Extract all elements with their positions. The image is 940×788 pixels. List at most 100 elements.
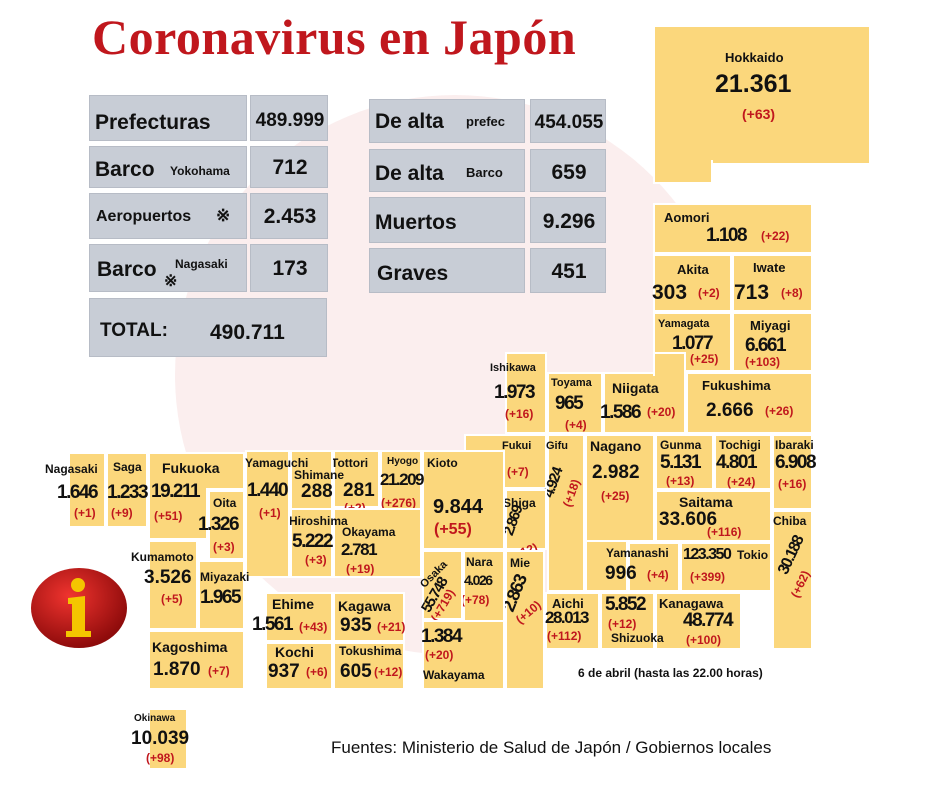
pref-tokushima xyxy=(333,642,405,690)
pref-fukui-name: Fukui xyxy=(502,440,532,452)
pref-nagasaki-value: 1.646 xyxy=(57,482,99,503)
summary-aeropuertos-label: Aeropuertos xyxy=(96,208,192,225)
pref-miyazaki-name: Miyazaki xyxy=(200,570,250,584)
summary-prefecturas-value-box: 489.999 xyxy=(250,95,328,141)
pref-kanagawa-name: Kanagawa xyxy=(659,596,724,611)
pref-iwate-value: 713 xyxy=(734,281,770,304)
pref-kagawa-delta: (+21) xyxy=(377,620,406,634)
summary-alta-barco-label-box: De alta Barco xyxy=(369,149,525,192)
pref-okinawa xyxy=(148,708,188,770)
pref-fukuoka-name: Fukuoka xyxy=(162,460,220,476)
summary-total-label: TOTAL: xyxy=(100,320,168,341)
pref-chiba-name: Chiba xyxy=(773,514,807,528)
summary-muertos-value: 9.296 xyxy=(542,210,596,233)
pref-yamanashi xyxy=(628,542,680,592)
pref-yamaguchi-name: Yamaguchi xyxy=(245,456,309,470)
pref-niigata-north xyxy=(653,352,686,376)
pref-okayama-name: Okayama xyxy=(342,525,396,539)
pref-toyama-name: Toyama xyxy=(551,377,592,389)
pref-kioto-value: 9.844 xyxy=(433,496,484,518)
pref-tokio-name: Tokio xyxy=(737,548,769,562)
info-icon[interactable] xyxy=(30,567,128,649)
pref-fukushima xyxy=(686,372,813,434)
pref-aomori-value: 1.108 xyxy=(706,225,748,246)
pref-fukuoka-delta: (+51) xyxy=(154,509,183,523)
summary-aeropuertos-value: 2.453 xyxy=(263,205,317,228)
pref-tottori xyxy=(333,450,380,508)
pref-mie-name: Mie xyxy=(510,556,531,570)
pref-tochigi-name: Tochigi xyxy=(719,438,761,452)
pref-ibaraki xyxy=(772,434,813,510)
pref-ehime-delta: (+43) xyxy=(299,620,328,634)
pref-miyagi-value: 6.661 xyxy=(745,335,787,356)
pref-gunma-delta: (+13) xyxy=(666,474,695,488)
pref-oita-name: Oita xyxy=(213,496,237,510)
pref-ishikawa-value: 1.973 xyxy=(494,382,536,403)
pref-kanagawa-delta: (+100) xyxy=(686,633,722,647)
pref-kagoshima-value: 1.870 xyxy=(153,659,201,680)
pref-kanagawa-value: 48.774 xyxy=(683,610,734,631)
summary-alta-prefec-value: 454.055 xyxy=(534,112,604,133)
pref-aichi-name: Aichi xyxy=(552,596,584,611)
summary-graves-label-box: Graves xyxy=(369,248,525,293)
pref-chiba xyxy=(772,510,813,650)
date-note: 6 de abril (hasta las 22.00 horas) xyxy=(578,666,763,680)
pref-fukushima-name: Fukushima xyxy=(702,378,771,393)
pref-hiroshima-delta: (+3) xyxy=(305,553,327,567)
pref-oita xyxy=(208,490,245,560)
pref-akita-name: Akita xyxy=(677,262,709,277)
pref-gunma-name: Gunma xyxy=(660,438,702,452)
pref-hiroshima xyxy=(290,508,333,578)
pref-hokkaido-tail xyxy=(653,160,713,184)
pref-tokio-value: 123.350 xyxy=(683,546,732,563)
pref-kochi xyxy=(265,642,333,690)
pref-yamanashi-value: 996 xyxy=(605,563,637,584)
pref-kagoshima-name: Kagoshima xyxy=(152,639,228,655)
source-text: Fuentes: Ministerio de Salud de Japón / … xyxy=(331,738,772,757)
pref-hyogo-delta: (+276) xyxy=(381,496,417,510)
summary-aeropuertos-label-box: Aeropuertos ※ xyxy=(89,193,247,239)
pref-ibaraki-name: Ibaraki xyxy=(775,438,814,452)
pref-miyagi xyxy=(732,312,813,372)
pref-ehime-name: Ehime xyxy=(272,596,315,612)
pref-nagano-value: 2.982 xyxy=(592,462,640,483)
pref-hyogo-name: Hyogo xyxy=(387,456,419,467)
summary-prefecturas-value: 489.999 xyxy=(255,110,325,131)
pref-nagano xyxy=(585,434,655,542)
pref-tokushima-delta: (+12) xyxy=(374,665,403,679)
pref-okinawa-value: 10.039 xyxy=(131,728,190,749)
pref-ibaraki-delta: (+16) xyxy=(778,477,807,491)
pref-toyama-delta: (+4) xyxy=(565,418,587,432)
summary-barco-nagasaki-mark: ※ xyxy=(164,273,178,290)
pref-kioto-delta: (+55) xyxy=(434,521,472,538)
pref-saga-value: 1.233 xyxy=(107,482,149,503)
pref-saitama-name: Saitama xyxy=(679,494,733,510)
pref-okayama xyxy=(333,508,422,578)
summary-prefecturas-label-box: Prefecturas xyxy=(89,95,247,141)
pref-nara-name: Nara xyxy=(466,555,493,569)
pref-tokushima-value: 605 xyxy=(340,661,372,682)
pref-yamaguchi-value: 1.440 xyxy=(247,480,289,501)
pref-toyama-value: 965 xyxy=(555,393,584,414)
pref-iwate-delta: (+8) xyxy=(781,286,803,300)
pref-oita-delta: (+3) xyxy=(213,540,235,554)
pref-saitama-value: 33.606 xyxy=(659,509,718,530)
pref-nagasaki xyxy=(68,452,106,528)
pref-aichi-value: 28.013 xyxy=(545,608,590,627)
pref-shizuoka-name: Shizuoka xyxy=(611,631,664,645)
summary-aeropuertos-value-box: 2.453 xyxy=(250,193,328,239)
pref-ibaraki-value: 6.908 xyxy=(775,452,817,473)
pref-akita-value: 303 xyxy=(652,281,688,304)
pref-hokkaido-name: Hokkaido xyxy=(725,50,784,65)
summary-alta-prefec-value-box: 454.055 xyxy=(530,99,606,143)
pref-gunma xyxy=(655,434,714,490)
pref-niigata-delta: (+20) xyxy=(647,405,676,419)
pref-hyogo-value: 21.209 xyxy=(380,470,425,489)
pref-kagawa-name: Kagawa xyxy=(338,598,391,614)
pref-kochi-delta: (+6) xyxy=(306,665,328,679)
pref-niigata-name: Niigata xyxy=(612,380,659,396)
pref-wakayama-name: Wakayama xyxy=(423,668,485,682)
summary-prefecturas-label: Prefecturas xyxy=(95,111,211,134)
pref-niigata xyxy=(603,372,686,434)
pref-aomori-name: Aomori xyxy=(664,210,710,225)
